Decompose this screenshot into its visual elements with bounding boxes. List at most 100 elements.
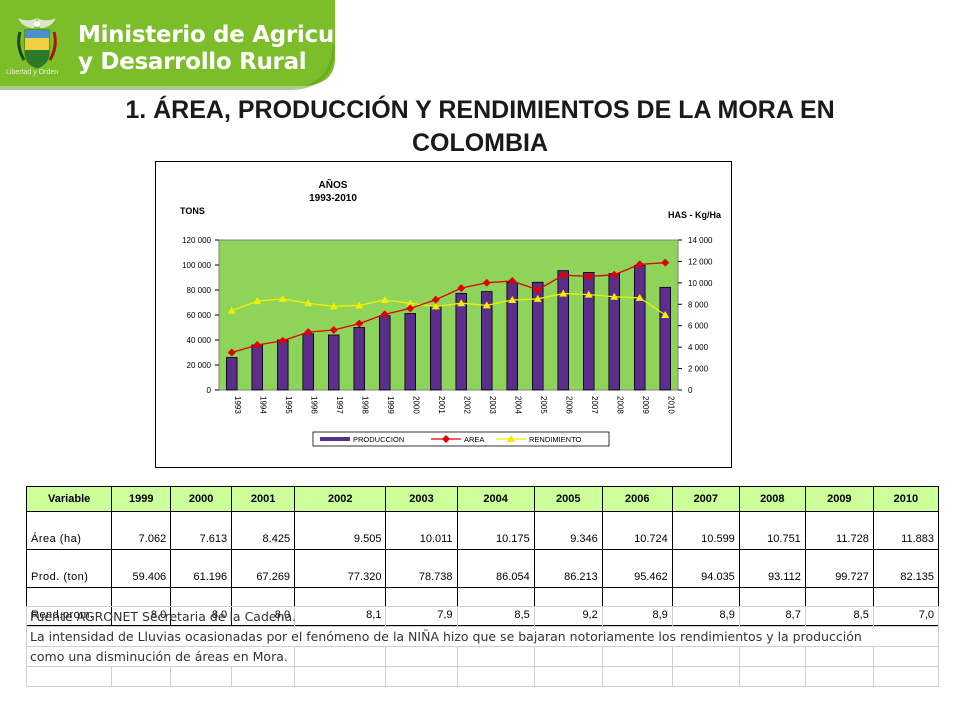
table-header-year: 2004 [456, 486, 535, 512]
rain-note-line1: La intensidad de Lluvias ocasionadas por… [26, 626, 939, 647]
x-tick-label: 1995 [284, 396, 293, 414]
combo-chart: AÑOS 1993-2010 TONS HAS - Kg/Ha 0 20 000 40 00… [180, 178, 722, 447]
point-rendimiento [227, 306, 236, 314]
y2-tick-label: 12 000 [688, 257, 713, 266]
bar-produccion [225, 357, 238, 391]
table-header-year: 2007 [671, 486, 740, 512]
chart-subtitle: 1993-2010 [309, 193, 357, 204]
point-area [661, 258, 670, 267]
point-area [584, 272, 593, 281]
table-header-year: 2005 [533, 486, 603, 512]
table-cell: 10.011 [385, 511, 458, 550]
bar-produccion [251, 344, 264, 391]
point-area [380, 310, 389, 319]
y-tick-label: 120 000 [182, 236, 211, 245]
point-rendimiento [406, 299, 415, 307]
ministry-name: Ministerio de Agricultura y Desarrollo R… [78, 22, 395, 76]
x-tick-label: 2002 [462, 396, 471, 414]
point-area [278, 336, 287, 345]
notes-grid: Fuente AGRONET Secretaria de la Cadena. … [25, 606, 940, 687]
y2-tick-label: 6 000 [688, 322, 709, 331]
table-cell: 93.112 [738, 549, 806, 588]
point-rendimiento [482, 301, 491, 309]
table-header-year: 2010 [872, 486, 940, 512]
ministry-name-line1: Ministerio de Agricultura [78, 22, 395, 48]
point-rendimiento [635, 293, 644, 301]
y2-tick-label: 8 000 [688, 300, 709, 309]
point-rendimiento [304, 299, 313, 307]
point-rendimiento [278, 294, 287, 302]
x-tick-label: 2008 [615, 396, 624, 414]
chart-frame: AÑOS 1993-2010 TONS HAS - Kg/Ha 0 20 000 40 00… [155, 161, 732, 468]
point-rendimiento [253, 297, 262, 305]
point-area [610, 270, 619, 279]
table-header-variable: Variable [25, 486, 113, 512]
point-area [406, 304, 415, 313]
table-cell: 10.175 [456, 511, 535, 550]
page-title: 1. ÁREA, PRODUCCIÓN Y RENDIMIENTOS DE LA… [40, 94, 920, 160]
point-area [329, 326, 338, 334]
legend-label-produccion: PRODUCCION [353, 435, 404, 444]
point-rendimiento [380, 296, 389, 303]
bar-produccion [455, 292, 468, 391]
table-cell: 67.269 [231, 549, 296, 588]
data-table: Variable 1999 2000 2001 2002 2003 2004 2005 2006… [25, 486, 940, 626]
legend-marker-area [442, 435, 450, 443]
table-cell: 61.196 [170, 549, 233, 588]
x-tick-label: 2001 [437, 396, 446, 414]
point-area [304, 328, 313, 337]
x-tick-label: 2000 [411, 396, 420, 414]
point-area [355, 319, 364, 328]
table-header-year: 2009 [804, 486, 874, 512]
x-tick-label: 2005 [539, 396, 548, 414]
bar-produccion [404, 313, 417, 391]
table-cell: 95.462 [601, 549, 673, 588]
rain-note-line2: como una disminución de áreas en Mora. [25, 646, 296, 667]
table-cell: 7.613 [170, 511, 233, 550]
table-cell: 94.035 [671, 549, 740, 588]
legend-label-area: AREA [464, 435, 484, 444]
page-title-line1: 1. ÁREA, PRODUCCIÓN Y RENDIMIENTOS DE LA… [125, 96, 835, 124]
x-tick-label: 1998 [360, 396, 369, 414]
y2-tick-label: 14 000 [688, 236, 713, 245]
table-row-label: Prod. (ton) [25, 549, 113, 588]
point-area [431, 295, 440, 304]
y-tick-label: 20 000 [187, 361, 212, 370]
table-header-year: 2001 [231, 486, 296, 512]
y2-axis-label: HAS - Kg/Ha [668, 210, 722, 220]
table-header-year: 1999 [111, 486, 172, 512]
y2-tick-label: 0 [688, 386, 693, 395]
point-rendimiento [431, 302, 440, 310]
bar-produccion [582, 272, 595, 391]
table-header-year: 2006 [601, 486, 673, 512]
table-header-year: 2000 [170, 486, 233, 512]
bar-produccion [659, 286, 672, 391]
table-row-label: Área (ha) [25, 511, 113, 550]
table-cell: 11.728 [804, 511, 874, 550]
point-rendimiento [584, 290, 593, 298]
table-row: Prod. (ton) 59.406 61.196 67.269 77.320 78.73… [25, 549, 940, 588]
y2-tick-label: 10 000 [688, 279, 713, 288]
line-area [231, 262, 666, 354]
point-rendimiento [559, 289, 568, 297]
source-note: Fuente AGRONET Secretaria de la Cadena. [25, 606, 296, 627]
point-rendimiento [508, 296, 517, 303]
table-cell: 10.599 [671, 511, 740, 550]
bar-produccion [429, 305, 442, 391]
table-cell: 99.727 [804, 549, 874, 588]
bar-produccion [480, 291, 493, 391]
table-row: Área (ha) 7.062 7.613 8.425 9.505 10.011 10.17… [25, 511, 940, 550]
bar-produccion [302, 333, 315, 391]
bar-produccion [531, 281, 544, 391]
bar-produccion [353, 327, 366, 391]
table-cell: 86.213 [533, 549, 603, 588]
bar-produccion [378, 315, 391, 391]
table-cell: 59.406 [111, 549, 172, 588]
x-tick-label: 1994 [258, 396, 267, 414]
point-rendimiento [533, 294, 542, 302]
table-header-year: 2003 [385, 486, 458, 512]
point-rendimiento [329, 302, 338, 310]
plot-area [218, 239, 679, 391]
bar-produccion [633, 264, 646, 391]
y-tick-label: 40 000 [187, 336, 212, 345]
